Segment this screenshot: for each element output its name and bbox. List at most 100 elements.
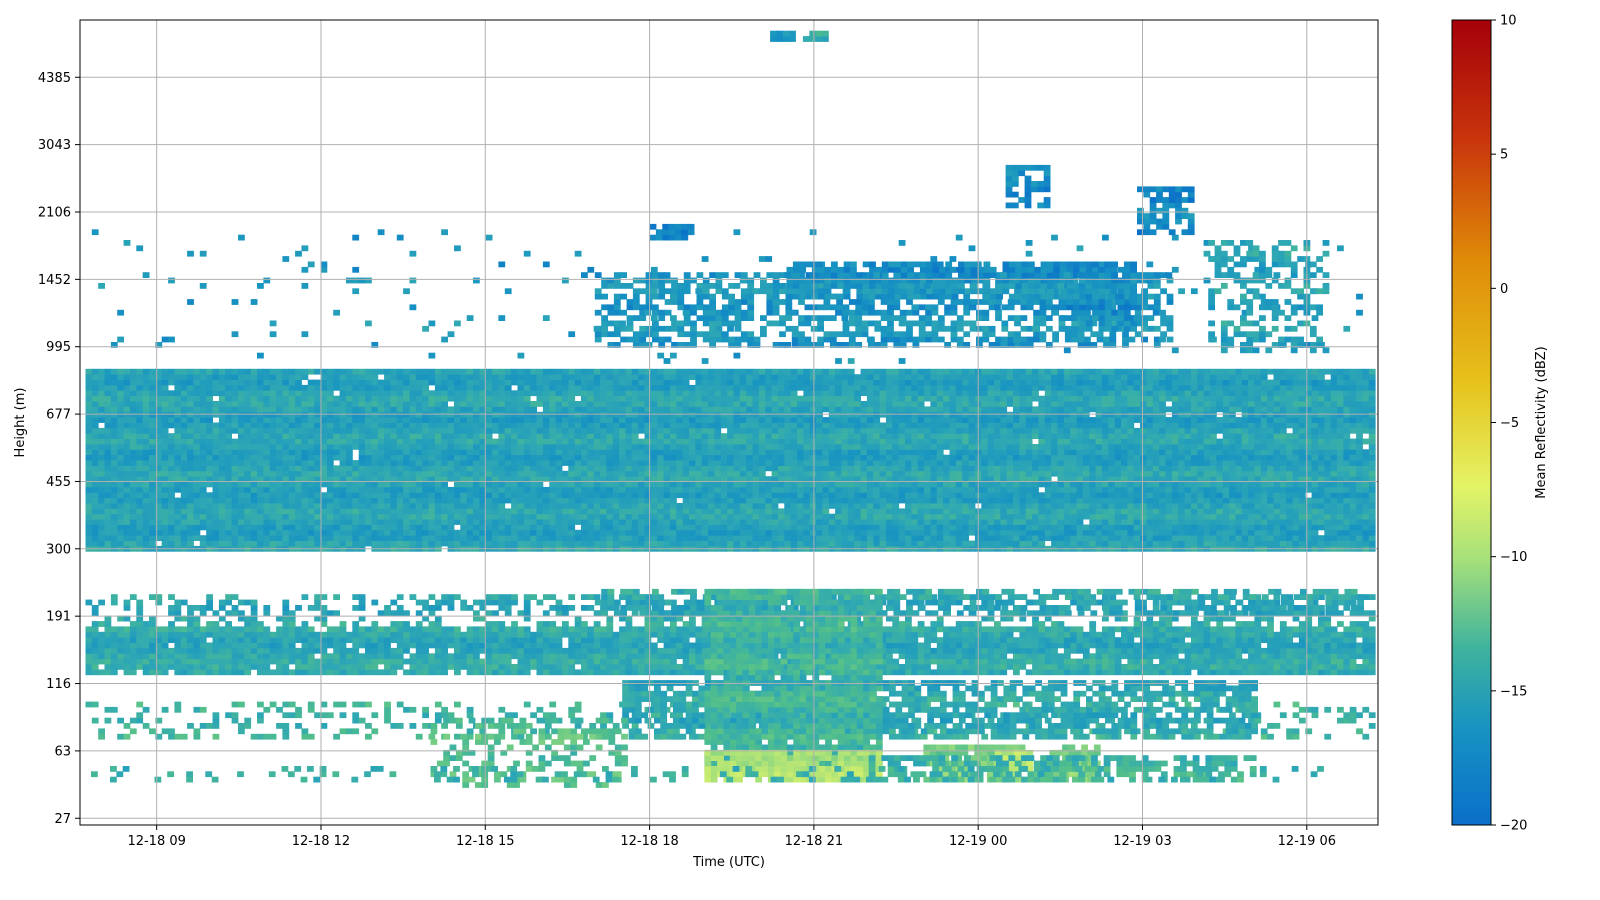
heatmap-cell	[822, 497, 830, 504]
heatmap-cell	[288, 390, 296, 397]
heatmap-cell	[752, 513, 760, 520]
heatmap-cell	[936, 524, 944, 531]
heatmap-cell	[498, 519, 506, 525]
heatmap-cell	[212, 535, 220, 541]
heatmap-cell	[206, 524, 213, 531]
heatmap-cell	[574, 465, 582, 472]
heatmap-cell	[797, 368, 804, 375]
heatmap-cell	[714, 395, 722, 402]
heatmap-cell	[860, 390, 868, 397]
heatmap-cell	[593, 379, 601, 386]
heatmap-cell	[536, 465, 544, 472]
heatmap-cell	[555, 395, 563, 402]
heatmap-cell	[994, 384, 1001, 391]
heatmap-cell	[466, 390, 474, 397]
heatmap-cell	[600, 470, 607, 477]
heatmap-cell	[447, 395, 455, 402]
heatmap-cell	[110, 374, 118, 380]
heatmap-cell	[257, 524, 264, 531]
heatmap-cell	[276, 508, 283, 515]
heatmap-cell	[847, 497, 855, 504]
heatmap-cell	[663, 401, 671, 407]
heatmap-cell	[631, 449, 639, 456]
heatmap-cell	[504, 481, 512, 488]
heatmap-cell	[847, 470, 855, 477]
heatmap-cell	[110, 411, 118, 418]
heatmap-cell	[828, 406, 836, 413]
heatmap-cell	[250, 476, 258, 482]
heatmap-cell	[1000, 535, 1008, 541]
heatmap-cell	[733, 444, 741, 450]
heatmap-cell	[415, 465, 423, 472]
heatmap-cell	[866, 540, 874, 547]
heatmap-cell	[542, 519, 550, 525]
heatmap-cell	[422, 427, 429, 434]
heatmap-cell	[307, 384, 315, 391]
heatmap-cell	[854, 444, 861, 450]
heatmap-cell	[180, 368, 188, 375]
heatmap-cell	[371, 465, 379, 472]
heatmap-cell	[790, 540, 798, 547]
heatmap-cell	[504, 384, 512, 391]
heatmap-cell	[612, 427, 620, 434]
heatmap-cell	[670, 422, 677, 429]
heatmap-cell	[587, 454, 595, 461]
heatmap-cell	[168, 379, 175, 386]
heatmap-cell	[479, 454, 487, 461]
heatmap-cell	[250, 524, 258, 531]
heatmap-cell	[886, 454, 893, 461]
heatmap-cell	[727, 460, 734, 466]
heatmap-cell	[98, 465, 105, 472]
heatmap-cell	[555, 497, 563, 504]
heatmap-cell	[1025, 449, 1033, 456]
heatmap-cell	[803, 460, 811, 466]
heatmap-cell	[346, 535, 353, 541]
heatmap-cell	[670, 401, 677, 407]
heatmap-cell	[460, 486, 468, 493]
heatmap-cell	[727, 535, 734, 541]
heatmap-cell	[295, 513, 302, 520]
heatmap-cell	[746, 401, 753, 407]
heatmap-cell	[886, 535, 893, 541]
heatmap-cell	[326, 444, 334, 450]
heatmap-cell	[670, 449, 677, 456]
heatmap-cell	[625, 438, 633, 445]
heatmap-cell	[434, 460, 442, 466]
heatmap-cell	[244, 535, 252, 541]
heatmap-cell	[212, 513, 220, 520]
heatmap-cell	[911, 422, 919, 429]
heatmap-cell	[276, 503, 283, 509]
heatmap-cell	[295, 395, 302, 402]
heatmap-cell	[803, 384, 811, 391]
heatmap-cell	[301, 497, 309, 504]
heatmap-cell	[307, 529, 315, 536]
heatmap-cell	[955, 406, 963, 413]
heatmap-cell	[581, 503, 588, 509]
heatmap-cell	[860, 379, 868, 386]
heatmap-cell	[600, 529, 607, 536]
heatmap-cell	[822, 368, 830, 375]
heatmap-cell	[994, 417, 1001, 423]
heatmap-cell	[746, 540, 753, 547]
heatmap-cell	[587, 444, 595, 450]
heatmap-cell	[949, 449, 957, 456]
heatmap-cell	[600, 444, 607, 450]
heatmap-cell	[682, 465, 690, 472]
heatmap-cell	[466, 384, 474, 391]
heatmap-cell	[168, 368, 175, 375]
heatmap-cell	[257, 465, 264, 472]
heatmap-cell	[930, 384, 938, 391]
heatmap-cell	[536, 368, 544, 375]
heatmap-cell	[333, 492, 340, 499]
heatmap-cell	[161, 438, 169, 445]
heatmap-cell	[911, 395, 919, 402]
heatmap-cell	[854, 406, 861, 413]
heatmap-cell	[835, 529, 842, 536]
heatmap-cell	[1013, 384, 1020, 391]
heatmap-cell	[530, 449, 537, 456]
heatmap-cell	[828, 503, 836, 509]
heatmap-cell	[447, 406, 455, 413]
heatmap-cell	[981, 519, 989, 525]
heatmap-cell	[695, 486, 703, 493]
heatmap-cell	[650, 470, 658, 477]
